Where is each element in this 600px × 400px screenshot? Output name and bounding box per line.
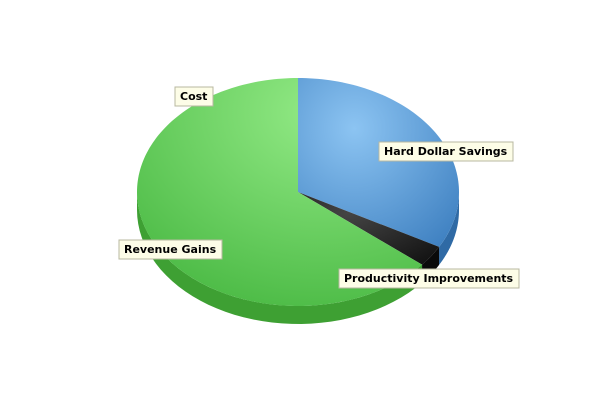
pie-label-hard-dollar-savings: Hard Dollar Savings (378, 141, 514, 162)
pie-side-hard-dollar-savings (439, 192, 459, 265)
pie-label-cost: Cost (174, 86, 214, 107)
pie-labels: Hard Dollar Savings Productivity Improvem… (118, 86, 520, 289)
pie-label-revenue-gains: Revenue Gains (118, 239, 223, 260)
pie-slice-productivity-improvements (298, 192, 440, 265)
pie-slice-hard-dollar-savings (298, 78, 459, 247)
pie-label-text: Revenue Gains (124, 243, 217, 256)
pie-label-productivity-improvements: Productivity Improvements (338, 268, 520, 289)
pie-label-text: Productivity Improvements (344, 272, 514, 285)
pie-label-box (174, 86, 214, 107)
pie-side-revenue-gains (137, 192, 423, 324)
pie-label-box (378, 141, 514, 162)
pie-label-box (338, 268, 520, 289)
pie-label-box (118, 239, 223, 260)
pie-label-text: Cost (180, 90, 207, 103)
pie-label-text: Hard Dollar Savings (384, 145, 508, 158)
